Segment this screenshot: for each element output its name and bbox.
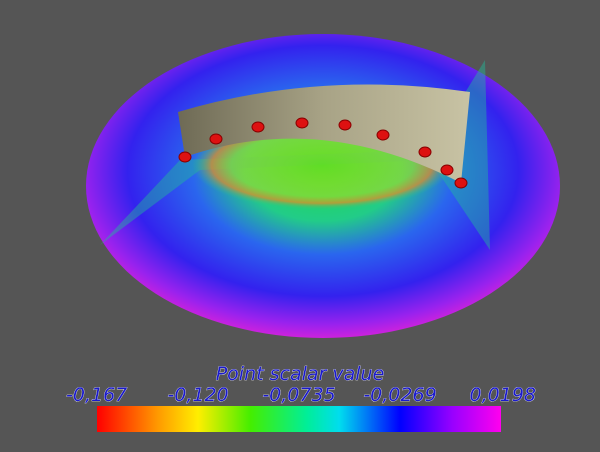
- colorbar-label: 0,0198: [470, 384, 536, 406]
- colorbar-label: -0,0735: [262, 384, 335, 406]
- colorbar-labels: -0,167 -0,120 -0,0735 -0,0269 0,0198: [66, 384, 537, 407]
- wall: [178, 84, 470, 183]
- colorbar-label: -0,0269: [363, 384, 436, 406]
- colorbar: [97, 406, 501, 432]
- colorbar-title: Point scalar value: [216, 363, 385, 385]
- probe-points: [178, 117, 468, 189]
- colorbar-label: -0,120: [167, 384, 228, 406]
- colorbar-label: -0,167: [66, 384, 127, 406]
